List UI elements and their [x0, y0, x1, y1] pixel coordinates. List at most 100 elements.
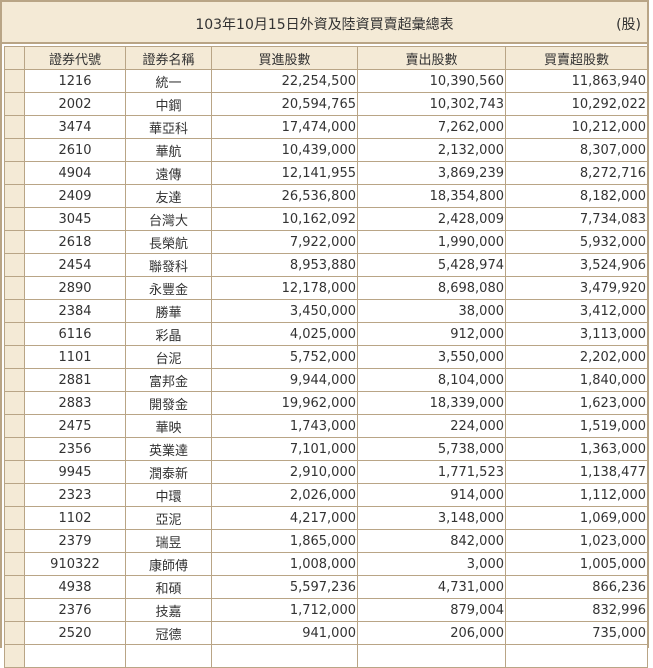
- sell-shares-cell: 1,771,523: [357, 460, 506, 484]
- row-marker: [4, 230, 25, 254]
- table-row: 2376 技嘉 1,712,000 879,004 832,996: [4, 598, 648, 622]
- stock-name-cell: 和碩: [125, 575, 212, 599]
- buy-shares-cell: 22,254,500: [211, 69, 358, 93]
- table-row: 6116 彩晶 4,025,000 912,000 3,113,000: [4, 322, 648, 346]
- buy-shares-cell: 19,962,000: [211, 391, 358, 415]
- table-row: 3474 華亞科 17,474,000 7,262,000 10,212,000: [4, 115, 648, 139]
- net-shares-cell: 1,005,000: [505, 552, 648, 576]
- table-row: 3045 台灣大 10,162,092 2,428,009 7,734,083: [4, 207, 648, 231]
- net-shares-cell: 1,519,000: [505, 414, 648, 438]
- stock-name-cell: 康師傅: [125, 552, 212, 576]
- stock-code-cell: 3474: [24, 115, 126, 139]
- table-row: 910322 康師傅 1,008,000 3,000 1,005,000: [4, 552, 648, 576]
- sell-shares-cell: 1,990,000: [357, 230, 506, 254]
- table-row: 2520 冠德 941,000 206,000 735,000: [4, 621, 648, 645]
- sell-shares-cell: 5,428,974: [357, 253, 506, 277]
- row-marker: [4, 276, 25, 300]
- row-marker: [4, 92, 25, 116]
- stock-name-cell: 華航: [125, 138, 212, 162]
- row-marker: [4, 207, 25, 231]
- sell-shares-cell: 842,000: [357, 529, 506, 553]
- table-row: 9945 潤泰新 2,910,000 1,771,523 1,138,477: [4, 460, 648, 484]
- buy-shares-cell: 1,008,000: [211, 552, 358, 576]
- buy-shares-cell: 5,752,000: [211, 345, 358, 369]
- table-row: 1102 亞泥 4,217,000 3,148,000 1,069,000: [4, 506, 648, 530]
- buy-shares-cell: 7,922,000: [211, 230, 358, 254]
- stock-code-cell: 2454: [24, 253, 126, 277]
- buy-shares-cell: 20,594,765: [211, 92, 358, 116]
- row-marker: [4, 368, 25, 392]
- buy-shares-cell: 5,597,236: [211, 575, 358, 599]
- row-marker: [4, 115, 25, 139]
- table-body: 1216 統一 22,254,500 10,390,560 11,863,940 2002…: [4, 69, 648, 668]
- net-shares-cell: 3,412,000: [505, 299, 648, 323]
- sell-shares-cell: 224,000: [357, 414, 506, 438]
- sell-shares-cell: 3,869,239: [357, 161, 506, 185]
- row-marker: [4, 483, 25, 507]
- sell-shares-cell: 206,000: [357, 621, 506, 645]
- row-marker: [4, 575, 25, 599]
- row-marker: [4, 299, 25, 323]
- stock-name-cell: 統一: [125, 69, 212, 93]
- unit-label: (股): [616, 17, 641, 33]
- sell-shares-cell: 3,148,000: [357, 506, 506, 530]
- row-marker: [4, 69, 25, 93]
- stock-code-cell: 9945: [24, 460, 126, 484]
- net-shares-cell: 832,996: [505, 598, 648, 622]
- buy-shares-cell: 17,474,000: [211, 115, 358, 139]
- sell-shares-cell: 879,004: [357, 598, 506, 622]
- row-marker: [4, 253, 25, 277]
- net-shares-cell: 1,363,000: [505, 437, 648, 461]
- buy-shares-cell: 2,910,000: [211, 460, 358, 484]
- stock-name-cell: 冠德: [125, 621, 212, 645]
- buy-shares-cell: 941,000: [211, 621, 358, 645]
- buy-shares-cell: 9,944,000: [211, 368, 358, 392]
- net-shares-cell: 1,112,000: [505, 483, 648, 507]
- stock-name-cell: 台泥: [125, 345, 212, 369]
- stock-name-cell: 華亞科: [125, 115, 212, 139]
- stock-code-cell: 4904: [24, 161, 126, 185]
- buy-shares-cell: 1,865,000: [211, 529, 358, 553]
- sell-shares-cell: 2,132,000: [357, 138, 506, 162]
- stock-name-cell: 勝華: [125, 299, 212, 323]
- table-row: 2323 中環 2,026,000 914,000 1,112,000: [4, 483, 648, 507]
- table-header-row: 證券代號 證券名稱 買進股數 賣出股數 買賣超股數: [4, 46, 648, 70]
- stock-name-cell: 彩晶: [125, 322, 212, 346]
- stock-name-cell: 技嘉: [125, 598, 212, 622]
- net-shares-cell: 3,479,920: [505, 276, 648, 300]
- stock-name-cell: 瑞昱: [125, 529, 212, 553]
- stock-code-cell: 2475: [24, 414, 126, 438]
- buy-shares-cell: 10,162,092: [211, 207, 358, 231]
- buy-shares-cell: 12,141,955: [211, 161, 358, 185]
- net-shares-cell: 3,524,906: [505, 253, 648, 277]
- buy-shares-cell: 3,450,000: [211, 299, 358, 323]
- row-marker: [4, 391, 25, 415]
- stock-code-cell: 2323: [24, 483, 126, 507]
- table-row: 2475 華映 1,743,000 224,000 1,519,000: [4, 414, 648, 438]
- row-marker: [4, 345, 25, 369]
- row-marker-header: [4, 46, 25, 70]
- stock-name-cell: 中環: [125, 483, 212, 507]
- stock-code-cell: 2883: [24, 391, 126, 415]
- stock-name-cell: 聯發科: [125, 253, 212, 277]
- trading-table: 證券代號 證券名稱 買進股數 賣出股數 買賣超股數 1216 統一 22,254,5…: [4, 46, 648, 668]
- stock-code-cell: 2376: [24, 598, 126, 622]
- sell-shares-cell: 3,000: [357, 552, 506, 576]
- table-row: 2618 長榮航 7,922,000 1,990,000 5,932,000: [4, 230, 648, 254]
- buy-shares-cell: 26,536,800: [211, 184, 358, 208]
- stock-code-cell: 1216: [24, 69, 126, 93]
- stock-code-cell: 2356: [24, 437, 126, 461]
- net-shares-cell: 866,236: [505, 575, 648, 599]
- net-shares-cell: 8,307,000: [505, 138, 648, 162]
- buy-shares-cell: 7,101,000: [211, 437, 358, 461]
- sell-shares-cell: 18,354,800: [357, 184, 506, 208]
- stock-name-cell: 富邦金: [125, 368, 212, 392]
- net-shares-cell: 8,272,716: [505, 161, 648, 185]
- stock-code-cell: 2618: [24, 230, 126, 254]
- table-row: 1216 統一 22,254,500 10,390,560 11,863,940: [4, 69, 648, 93]
- stock-name-cell: 友達: [125, 184, 212, 208]
- net-shares-cell: 8,182,000: [505, 184, 648, 208]
- stock-name-cell: 長榮航: [125, 230, 212, 254]
- row-marker: [4, 621, 25, 645]
- net-shares-cell: 3,113,000: [505, 322, 648, 346]
